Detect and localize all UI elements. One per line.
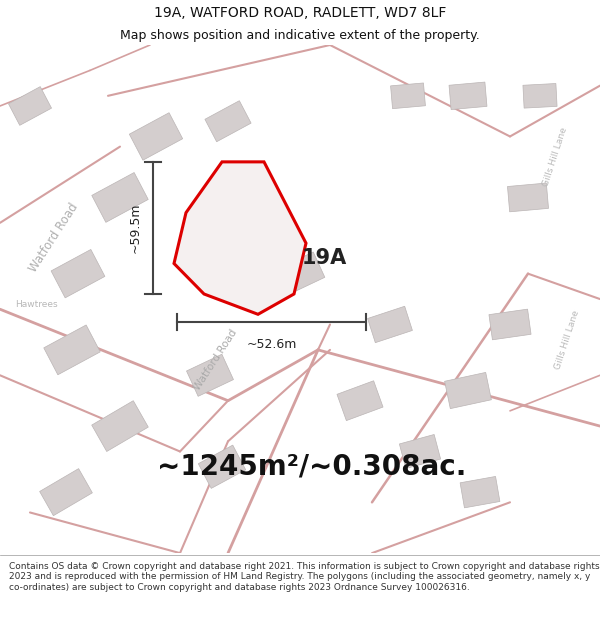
Text: ~52.6m: ~52.6m [247,338,296,351]
Bar [508,183,548,212]
Bar [368,306,412,343]
Bar [460,476,500,508]
Bar [523,84,557,108]
Text: Gills Hill Lane: Gills Hill Lane [553,309,581,371]
Bar [445,372,491,409]
Bar [489,309,531,340]
Text: Gills Hill Lane: Gills Hill Lane [541,126,569,188]
Text: Contains OS data © Crown copyright and database right 2021. This information is : Contains OS data © Crown copyright and d… [9,562,599,591]
Bar [8,87,52,126]
Text: 19A, WATFORD ROAD, RADLETT, WD7 8LF: 19A, WATFORD ROAD, RADLETT, WD7 8LF [154,6,446,19]
Bar [199,445,245,488]
Bar [130,112,182,160]
Bar [400,434,440,469]
Bar [51,249,105,298]
Bar [92,173,148,222]
Text: 19A: 19A [301,248,347,268]
Bar [44,325,100,375]
Bar [337,381,383,421]
Bar [205,101,251,142]
Bar [391,83,425,109]
Text: Watford Road: Watford Road [193,328,239,392]
Text: Hawtrees: Hawtrees [14,299,58,309]
Bar [92,401,148,451]
Bar [449,82,487,109]
Bar [40,469,92,516]
Text: ~59.5m: ~59.5m [128,202,142,253]
Bar [187,354,233,396]
Polygon shape [174,162,306,314]
Text: Watford Road: Watford Road [27,201,81,275]
Text: ~1245m²/~0.308ac.: ~1245m²/~0.308ac. [157,452,467,481]
Text: Map shows position and indicative extent of the property.: Map shows position and indicative extent… [120,29,480,42]
Bar [275,252,325,296]
